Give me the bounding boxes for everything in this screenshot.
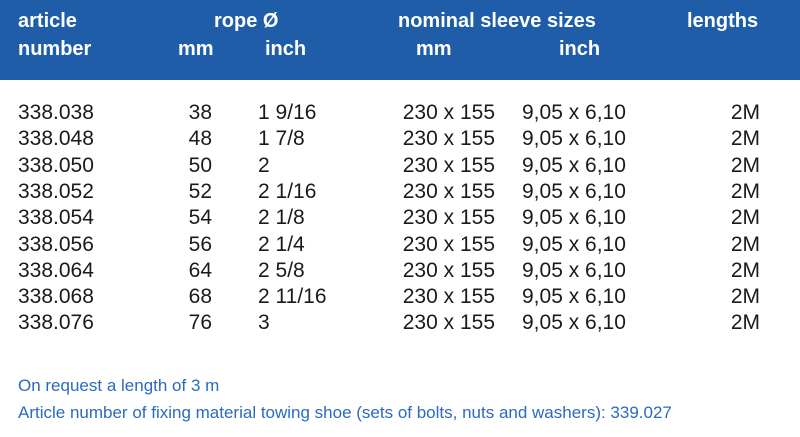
cell-rope-mm: 76 <box>188 311 212 335</box>
cell-article-number: 338.052 <box>18 179 94 203</box>
cell-sleeve-mm: 230 x 155 <box>402 127 495 151</box>
cell-sleeve-mm: 230 x 155 <box>402 232 495 256</box>
table-row: 338.076 76 3 230 x 155 9,05 x 6,10 2M <box>0 310 800 336</box>
cell-article-number: 338.038 <box>18 101 94 124</box>
table-row: 338.064 64 2 5/8 230 x 155 9,05 x 6,10 2M <box>0 258 800 284</box>
table-row: 338.068 68 2 11/16 230 x 155 9,05 x 6,10 2M <box>0 284 800 310</box>
cell-sleeve-inch: 9,05 x 6,10 <box>522 285 626 309</box>
cell-sleeve-mm: 230 x 155 <box>402 101 495 124</box>
cell-rope-mm: 48 <box>188 127 212 151</box>
cell-length: 2M <box>730 258 760 282</box>
footer-note-length: On request a length of 3 m <box>18 376 220 395</box>
cell-rope-mm: 50 <box>188 153 212 177</box>
cell-article-number: 338.076 <box>18 311 94 335</box>
cell-article-number: 338.068 <box>18 285 94 309</box>
table-row: 338.054 54 2 1/8 230 x 155 9,05 x 6,10 2M <box>0 205 800 231</box>
cell-rope-mm: 52 <box>188 179 212 203</box>
cell-sleeve-mm: 230 x 155 <box>402 311 495 335</box>
table-header: article number rope Ø mm inch nominal sl… <box>0 0 800 80</box>
table-row: 338.050 50 2 230 x 155 9,05 x 6,10 2M <box>0 153 800 179</box>
cell-rope-inch: 2 1/16 <box>258 179 317 203</box>
cell-rope-inch: 2 1/8 <box>258 206 305 230</box>
cell-rope-mm: 54 <box>188 206 212 230</box>
cell-sleeve-inch: 9,05 x 6,10 <box>522 179 626 203</box>
cell-sleeve-inch: 9,05 x 6,10 <box>522 311 626 335</box>
cell-rope-inch: 2 5/8 <box>258 258 305 282</box>
cell-sleeve-mm: 230 x 155 <box>402 285 495 309</box>
header-sleeve-mm: mm <box>416 38 452 60</box>
cell-sleeve-inch: 9,05 x 6,10 <box>522 232 626 256</box>
cell-rope-mm: 56 <box>188 232 212 256</box>
cell-length: 2M <box>730 179 760 203</box>
cell-length: 2M <box>730 153 760 177</box>
cell-rope-inch: 2 11/16 <box>258 285 327 309</box>
cell-sleeve-inch: 9,05 x 6,10 <box>522 101 626 124</box>
cell-sleeve-inch: 9,05 x 6,10 <box>522 206 626 230</box>
cell-sleeve-mm: 230 x 155 <box>402 153 495 177</box>
table-row: 338.052 52 2 1/16 230 x 155 9,05 x 6,10 2M <box>0 179 800 205</box>
cell-article-number: 338.056 <box>18 232 94 256</box>
footer-note-fixing: Article number of fixing material towing… <box>18 403 672 422</box>
header-lengths: lengths <box>687 10 759 32</box>
cell-rope-inch: 1 9/16 <box>258 101 317 124</box>
cell-length: 2M <box>730 285 760 309</box>
table-row: 338.056 56 2 1/4 230 x 155 9,05 x 6,10 2M <box>0 232 800 258</box>
cell-rope-inch: 3 <box>258 311 270 335</box>
cell-sleeve-mm: 230 x 155 <box>402 258 495 282</box>
cell-rope-mm: 68 <box>188 285 212 309</box>
header-rope-mm: mm <box>178 38 214 60</box>
cell-article-number: 338.048 <box>18 127 94 151</box>
table-row: 338.048 48 1 7/8 230 x 155 9,05 x 6,10 2M <box>0 126 800 152</box>
header-article-line2: number <box>18 38 92 60</box>
cell-length: 2M <box>730 101 760 124</box>
cell-article-number: 338.064 <box>18 258 94 282</box>
cell-sleeve-inch: 9,05 x 6,10 <box>522 258 626 282</box>
cell-sleeve-mm: 230 x 155 <box>402 206 495 230</box>
header-article-line1: article <box>18 10 77 32</box>
cell-sleeve-mm: 230 x 155 <box>402 179 495 203</box>
header-sleeve-inch: inch <box>559 38 601 60</box>
cell-length: 2M <box>730 206 760 230</box>
cell-rope-inch: 1 7/8 <box>258 127 305 151</box>
cell-rope-mm: 38 <box>188 101 212 124</box>
header-sleeve: nominal sleeve sizes <box>398 10 596 32</box>
cell-rope-inch: 2 <box>258 153 270 177</box>
cell-rope-mm: 64 <box>188 258 212 282</box>
cell-rope-inch: 2 1/4 <box>258 232 305 256</box>
cell-article-number: 338.054 <box>18 206 94 230</box>
cell-sleeve-inch: 9,05 x 6,10 <box>522 153 626 177</box>
table-row: 338.038 38 1 9/16 230 x 155 9,05 x 6,10 2M <box>0 100 800 126</box>
cell-length: 2M <box>730 311 760 335</box>
cell-article-number: 338.050 <box>18 153 94 177</box>
header-rope-inch: inch <box>265 38 307 60</box>
cell-length: 2M <box>730 232 760 256</box>
cell-sleeve-inch: 9,05 x 6,10 <box>522 127 626 151</box>
cell-length: 2M <box>730 127 760 151</box>
header-rope: rope Ø <box>214 10 279 32</box>
